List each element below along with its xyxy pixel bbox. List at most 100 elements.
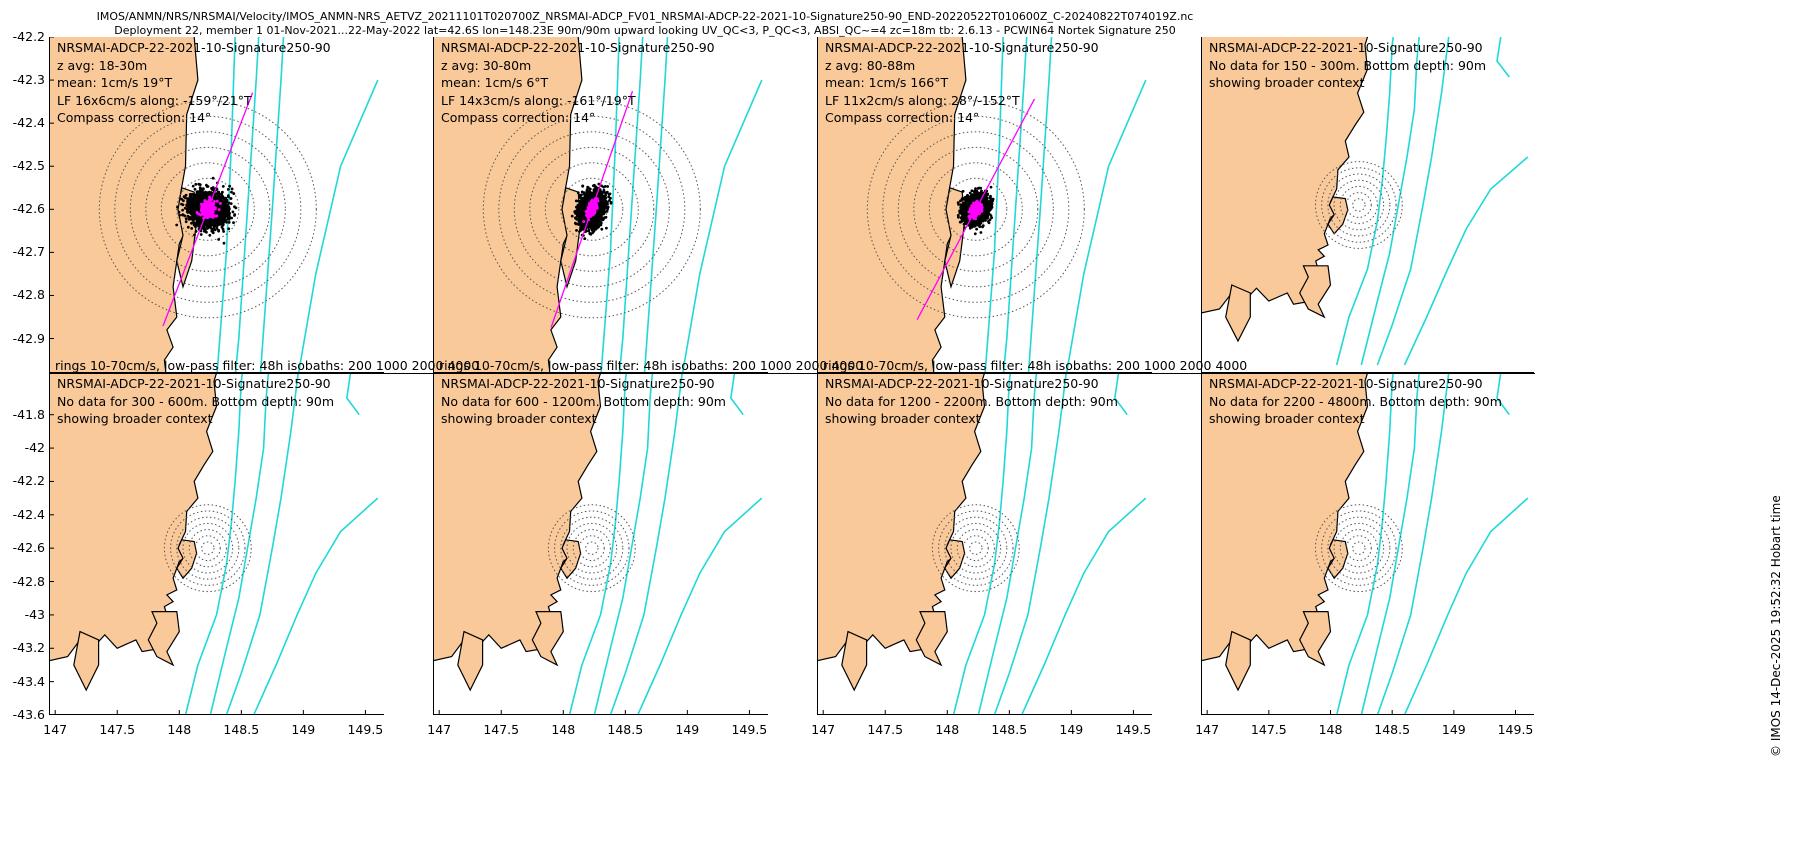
panel-1-scatter-dot — [176, 205, 179, 209]
panel-1-scatter-dot — [181, 213, 184, 217]
panel-2-scatter-dot — [586, 185, 590, 189]
panel-1-lowpass-dot — [208, 195, 212, 199]
panel-2-scatter-dot — [600, 184, 604, 188]
panel-1-scatter-dot — [199, 233, 203, 236]
panel-2-scatter-dot — [570, 214, 574, 218]
panel-1-scatter-dot — [212, 221, 216, 225]
panel-1-scatter-dot — [196, 190, 199, 194]
panel-1-scatter-dot — [192, 216, 196, 220]
panel-1-scatter-dot — [221, 223, 225, 227]
panel-1-scatter-dot — [198, 183, 202, 187]
panel-1-scatter-dot — [184, 193, 188, 197]
panel-2-scatter-dot — [578, 193, 582, 197]
panel-2-scatter-dot — [577, 199, 580, 203]
panel-1-scatter-dot — [222, 230, 226, 233]
panel-1-scatter-dot — [194, 182, 198, 186]
panel-1-scatter-dot — [217, 217, 221, 221]
panel-1-scatter-dot — [226, 188, 230, 191]
panel-1-scatter-dot — [221, 203, 225, 207]
panel-1-scatter-dot — [223, 200, 227, 204]
panel-1-scatter-dot — [224, 219, 227, 222]
panel-1-scatter-dot — [218, 212, 222, 216]
panel-1-lowpass-dot — [202, 206, 206, 210]
panel-1-scatter-dot — [198, 220, 202, 223]
panel-1-scatter-dot — [224, 207, 228, 211]
panel-1-scatter-dot — [192, 198, 195, 201]
panel-1-scatter-dot — [230, 216, 234, 220]
panel-1-scatter-dot — [230, 190, 233, 194]
panel-1-isobath-1 — [216, 37, 236, 373]
panel-1-scatter-dot — [218, 222, 222, 226]
panel-1-scatter-dot — [228, 207, 231, 211]
panel-1-scatter-dot — [195, 219, 199, 223]
panel-1-scatter-dot — [222, 241, 226, 245]
panel-1-land-1 — [49, 37, 199, 373]
panel-1-scatter-dot — [182, 199, 185, 203]
panel-1-scatter-dot — [186, 201, 190, 204]
panel-1-scatter-dot — [204, 192, 208, 195]
panel-1-lowpass-dot — [218, 201, 222, 205]
panel-1-lowpass-dot — [206, 201, 210, 205]
panel-1-isobath-2 — [234, 37, 260, 373]
panel-1-scatter-dot — [186, 225, 190, 229]
panel-1-lowpass-dot — [217, 208, 221, 212]
figure-title-filename: IMOS/ANMN/NRS/NRSMAI/Velocity/IMOS_ANMN-… — [96, 10, 1194, 23]
panel-1-scatter-dot — [234, 206, 238, 210]
panel-1-scatter-dot — [191, 193, 195, 197]
panel-1-scatter-dot — [190, 221, 193, 225]
panel-1-scatter-dot — [219, 208, 223, 212]
panel-1-scatter-dot — [187, 198, 191, 202]
panel-1-scatter-dot — [187, 215, 191, 219]
panel-1-lowpass-dot — [201, 212, 205, 216]
panel-2-scatter-dot — [575, 229, 578, 232]
figure-title-deployment: Deployment 22, member 1 01-Nov-2021...22… — [114, 24, 1176, 37]
panel-1-scatter-dot — [223, 213, 227, 217]
panel-2-map — [433, 37, 768, 373]
panel-1-scatter-dot — [211, 186, 215, 189]
panel-1-map — [49, 37, 384, 373]
panel-1-scatter-dot — [205, 219, 208, 222]
panel-2-scatter-dot — [576, 213, 579, 217]
panel-1-scatter-dot — [217, 238, 221, 241]
panel-2-ring-30cms — [544, 162, 639, 257]
panel-2-scatter-dot — [605, 209, 609, 213]
panel-1-scatter-dot — [186, 205, 190, 209]
panel-1-scatter-dot — [231, 210, 235, 214]
panel-1-scatter-dot — [184, 196, 187, 200]
panel-1-lowpass-dot — [215, 199, 219, 203]
panel-1-scatter-dot — [227, 210, 230, 214]
panel-1-scatter-dot — [187, 210, 191, 214]
panel-1-scatter-dot — [202, 224, 205, 228]
panel-1-scatter-dot — [217, 229, 221, 233]
panel-1-scatter-dot — [227, 201, 231, 205]
panel-1-scatter-dot — [226, 214, 230, 218]
panel-2-scatter-dot — [606, 185, 610, 188]
panel-2-ring-70cms — [482, 100, 701, 319]
panel-1-scatter-dot — [183, 206, 187, 210]
panel-1-lowpass-dot — [195, 211, 199, 214]
panel-2-scatter-dot — [603, 185, 607, 188]
panel-2-scatter-dot — [574, 221, 577, 225]
panel-1-scatter-dot — [175, 223, 179, 227]
panel-1-scatter-dot — [190, 201, 194, 205]
panel-1-scatter-dot — [178, 213, 182, 217]
panel-1-scatter-dot — [227, 216, 231, 220]
panel-1-scatter-dot — [190, 227, 194, 230]
panel-1-scatter-dot — [205, 185, 209, 188]
panel-1-lowpass-dot — [200, 209, 204, 213]
panel-2-scatter-dot — [600, 227, 604, 231]
panel-2-scatter-dot — [574, 216, 577, 220]
panel-1-scatter-dot — [199, 199, 203, 203]
panel-1-scatter-dot — [220, 192, 224, 196]
panel-1-ring-50cms — [129, 131, 286, 288]
panel-1-ring-70cms — [98, 100, 317, 319]
panel-2-scatter-dot — [574, 199, 578, 203]
panel-1-isobath-4 — [297, 79, 379, 373]
panel-1-lowpass-dot — [215, 214, 219, 218]
panel-2-scatter-dot — [588, 187, 592, 191]
panel-1-scatter-dot — [194, 199, 198, 203]
panel-2-scatter-dot — [577, 219, 581, 223]
panel-1-scatter-dot — [230, 187, 234, 191]
panel-1-scatter-dot — [203, 229, 206, 233]
